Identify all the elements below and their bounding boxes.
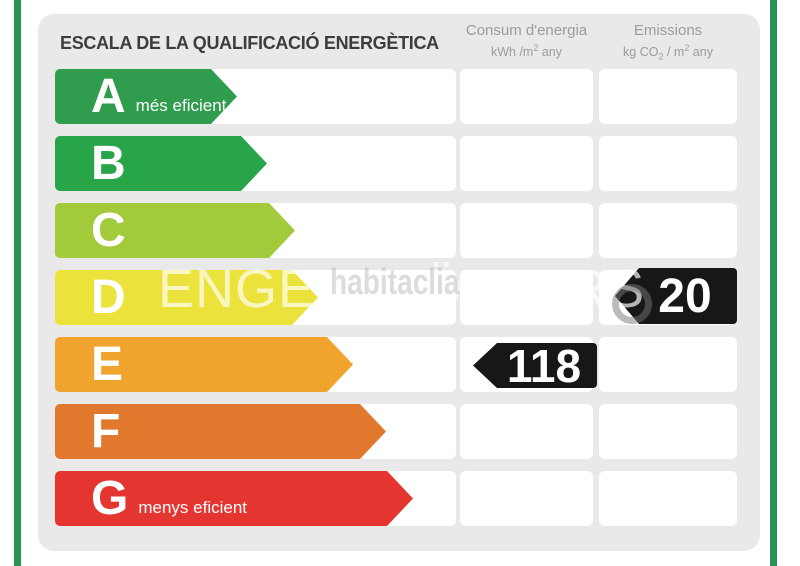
rating-letter: E bbox=[91, 338, 124, 391]
rating-row-e: E 118 bbox=[38, 337, 760, 392]
emissions-header-unit: kg CO2 / m2 any bbox=[623, 43, 713, 62]
rating-bar-g: G menys eficient bbox=[55, 471, 413, 526]
left-green-stripe bbox=[14, 0, 21, 566]
rating-bar-c: C bbox=[55, 203, 295, 258]
rating-row-a: A més eficient bbox=[38, 69, 760, 124]
consumption-value: 118 bbox=[506, 339, 582, 392]
consumption-cell bbox=[460, 404, 593, 459]
emissions-cell bbox=[599, 69, 737, 124]
rating-row-f: F bbox=[38, 404, 760, 459]
emissions-cell bbox=[599, 203, 737, 258]
consumption-column-header: Consum d'energia kWh /m2 any bbox=[460, 21, 593, 60]
emissions-cell bbox=[599, 471, 737, 526]
rating-panel: ESCALA DE LA QUALIFICACIÓ ENERGÈTICA Con… bbox=[38, 14, 760, 551]
emissions-cell bbox=[599, 136, 737, 191]
consumption-cell bbox=[460, 270, 593, 325]
rating-row-d: D 20 bbox=[38, 268, 760, 325]
rating-bar-f: F bbox=[55, 404, 386, 459]
rating-row-b: B bbox=[38, 136, 760, 191]
rating-bar-d: D bbox=[55, 270, 318, 325]
consumption-header-unit: kWh /m2 any bbox=[490, 43, 562, 60]
emissions-cell bbox=[599, 404, 737, 459]
consumption-cell bbox=[460, 203, 593, 258]
rating-letter: B bbox=[91, 137, 126, 190]
rating-letter: D bbox=[91, 271, 126, 324]
emissions-column-header: Emissions kg CO2 / m2 any bbox=[599, 21, 737, 65]
page-title: ESCALA DE LA QUALIFICACIÓ ENERGÈTICA bbox=[60, 33, 439, 53]
rating-note: menys eficient bbox=[138, 497, 248, 517]
emissions-header-title: Emissions bbox=[633, 22, 703, 39]
rating-bar-a: A més eficient bbox=[55, 69, 237, 124]
rating-rows: A més eficient B C bbox=[38, 69, 760, 526]
rating-row-c: C bbox=[38, 203, 760, 258]
rating-letter: C bbox=[91, 204, 126, 257]
consumption-header-title: Consum d'energia bbox=[465, 22, 588, 39]
emissions-cell bbox=[599, 337, 737, 392]
consumption-cell bbox=[460, 136, 593, 191]
rating-bar-e: E bbox=[55, 337, 353, 392]
consumption-value-tag: 118 bbox=[473, 343, 597, 388]
emissions-value: 20 bbox=[658, 269, 712, 323]
rating-letter: G bbox=[91, 472, 129, 525]
rating-letter: A bbox=[91, 70, 126, 123]
consumption-cell bbox=[460, 69, 593, 124]
emissions-value-tag: 20 bbox=[615, 268, 737, 324]
right-green-stripe bbox=[770, 0, 777, 566]
rating-note: més eficient bbox=[135, 95, 227, 115]
rating-row-g: G menys eficient bbox=[38, 471, 760, 526]
rating-letter: F bbox=[91, 405, 121, 458]
consumption-cell bbox=[460, 471, 593, 526]
rating-bar-b: B bbox=[55, 136, 267, 191]
